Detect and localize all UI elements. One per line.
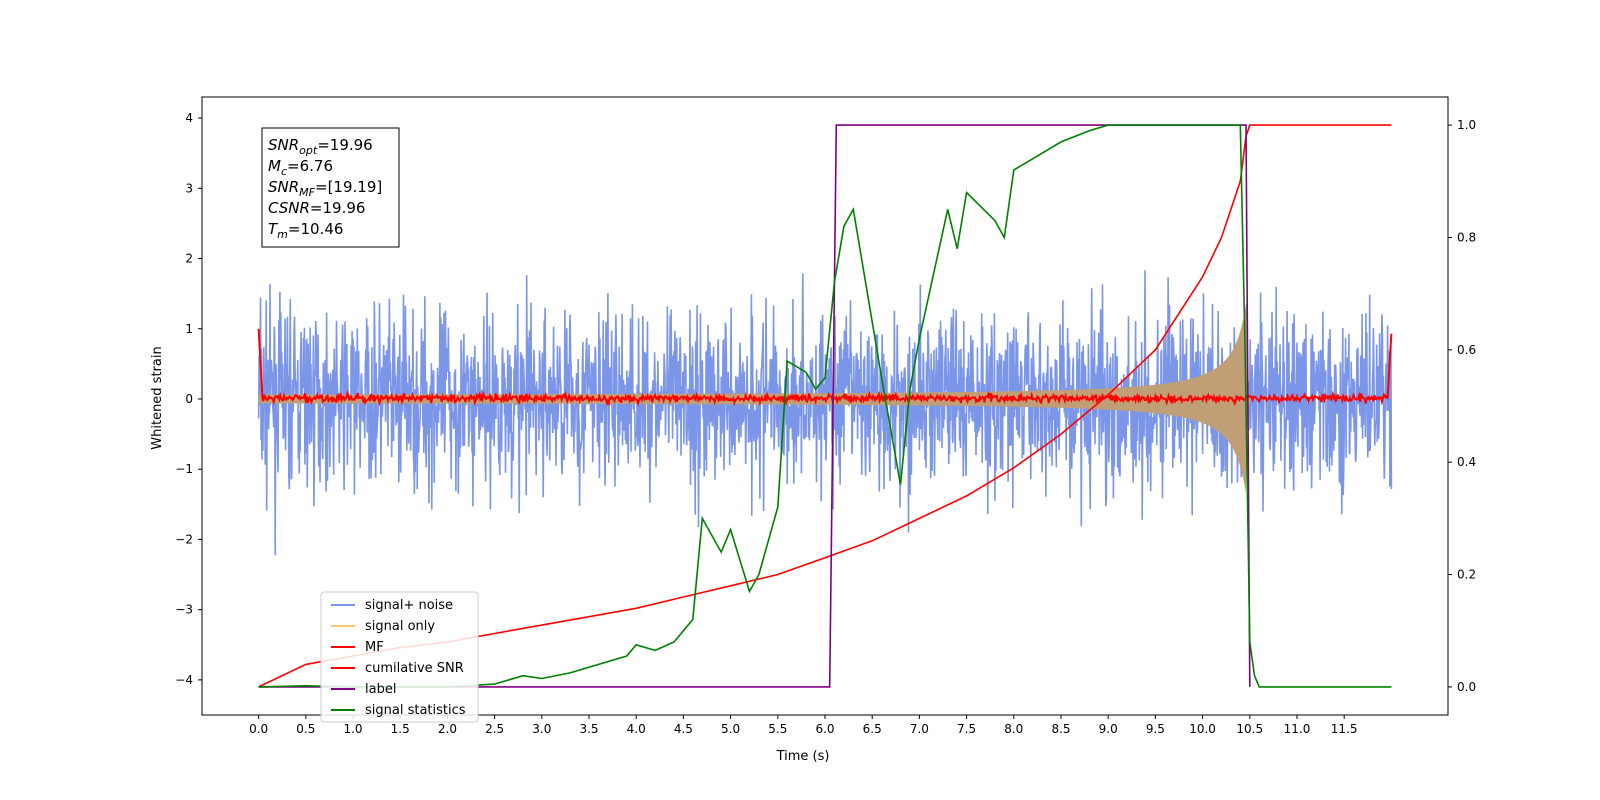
legend-label: MF — [365, 640, 384, 655]
y-tick-label: 1 — [185, 322, 193, 336]
x-tick-label: 3.0 — [532, 722, 551, 736]
y-tick-label: −4 — [175, 673, 193, 687]
legend-label: signal statistics — [365, 703, 466, 718]
x-tick-label: 3.5 — [579, 722, 598, 736]
x-tick-label: 0.5 — [296, 722, 315, 736]
y-tick-label: −1 — [175, 462, 193, 476]
x-tick-label: 6.0 — [815, 722, 834, 736]
y-tick-label: −3 — [175, 603, 193, 617]
y-tick-label: 3 — [185, 181, 193, 195]
annotation-line: Mc=6.76 — [268, 157, 333, 178]
annotation-line: CSNR=19.96 — [268, 199, 365, 217]
annotation-box: SNRopt=19.96Mc=6.76SNRMF=[19.19]CSNR=19.… — [261, 127, 400, 248]
x-tick-label: 5.5 — [768, 722, 787, 736]
legend: signal+ noise signal only MF cumilative SNR… — [320, 591, 479, 723]
x-tick-label: 2.0 — [438, 722, 457, 736]
y-tick-label: −2 — [175, 532, 193, 546]
x-axis-label: Time (s) — [776, 749, 830, 764]
legend-frame — [320, 591, 479, 723]
x-tick-label: 9.5 — [1146, 722, 1165, 736]
legend-label: signal+ noise — [365, 598, 453, 613]
legend-label: cumilative SNR — [365, 661, 464, 676]
series-signal-statistics — [258, 124, 1392, 688]
y2-tick-label: 0.2 — [1457, 568, 1476, 582]
x-tick-label: 4.5 — [674, 722, 693, 736]
x-tick-label: 1.0 — [343, 722, 362, 736]
legend-label: label — [365, 682, 396, 697]
x-tick-label: 11.5 — [1331, 722, 1358, 736]
y-tick-label: 0 — [185, 392, 193, 406]
x-tick-label: 4.0 — [627, 722, 646, 736]
x-tick-label: 5.0 — [721, 722, 740, 736]
y2-tick-label: 0.6 — [1457, 343, 1476, 357]
x-tick-label: 10.5 — [1236, 722, 1263, 736]
x-tick-label: 6.5 — [863, 722, 882, 736]
annotation-line: SNRMF=[19.19] — [268, 178, 382, 199]
x-tick-label: 10.0 — [1189, 722, 1216, 736]
x-tick-label: 2.5 — [485, 722, 504, 736]
y-axis-label: Whitened strain — [150, 346, 165, 449]
y-tick-label: 2 — [185, 252, 193, 266]
y2-tick-label: 1.0 — [1457, 118, 1476, 132]
y2-tick-label: 0.4 — [1457, 455, 1476, 469]
x-tick-label: 0.0 — [249, 722, 268, 736]
series-mf — [257, 328, 1393, 407]
x-tick-label: 9.0 — [1099, 722, 1118, 736]
annotation-frame — [261, 127, 400, 248]
x-tick-label: 7.0 — [910, 722, 929, 736]
annotation-line: Tm=10.46 — [268, 220, 343, 241]
x-tick-label: 11.0 — [1284, 722, 1311, 736]
y2-tick-label: 0.0 — [1457, 680, 1476, 694]
axes: 0.0 0.5 1.0 1.5 2.0 2.5 3.0 3.5 4.0 4.5 5.0 5.5 6.0 6… — [175, 96, 1476, 736]
x-tick-label: 8.5 — [1051, 722, 1070, 736]
y-tick-label: 4 — [185, 111, 193, 125]
series-label — [258, 124, 1251, 688]
x-tick-label: 7.5 — [957, 722, 976, 736]
x-tick-label: 8.0 — [1004, 722, 1023, 736]
y2-tick-label: 0.8 — [1457, 230, 1476, 244]
annotation-line: SNRopt=19.96 — [268, 136, 373, 157]
x-tick-label: 1.5 — [391, 722, 410, 736]
legend-label: signal only — [365, 619, 435, 634]
